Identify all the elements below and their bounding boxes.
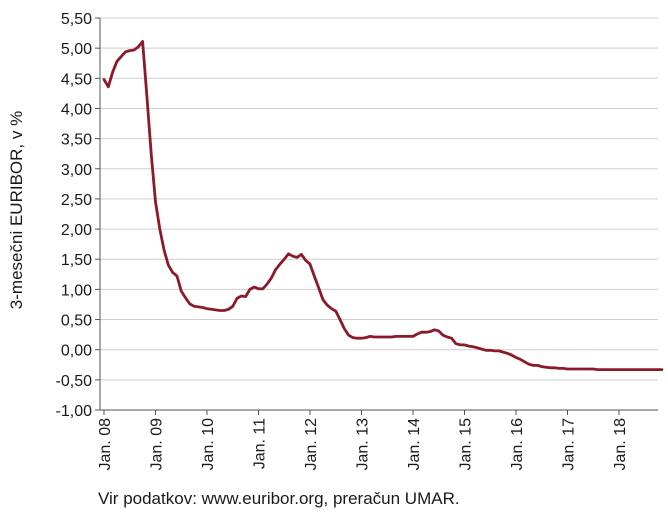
x-tick-labels: Jan. 08 Jan. 09 Jan. 10 Jan. 11 Jan. 12 Jan. … [97, 418, 629, 471]
y-tick-label: 3,50 [61, 132, 92, 149]
x-tick-label: Jan. 14 [406, 418, 423, 471]
y-tick-label: -0,50 [56, 373, 93, 390]
x-tick-label: Jan. 16 [509, 418, 526, 471]
source-note: Vir podatkov: www.euribor.org, preračun … [98, 489, 460, 508]
x-tick-label: Jan. 11 [252, 418, 269, 469]
x-tick-label: Jan. 13 [355, 418, 372, 471]
axes [95, 17, 658, 415]
x-tick-label: Jan. 09 [149, 418, 166, 471]
y-tick-label: 0,50 [61, 313, 92, 330]
x-tick-label: Jan. 08 [97, 418, 114, 471]
euribor-series-line [102, 40, 664, 372]
x-tick-label: Jan. 18 [612, 418, 629, 471]
y-tick-labels: -1,00 -0,50 0,00 0,50 1,00 1,50 2,00 2,50 3,00 3,… [56, 11, 93, 420]
series-layer [102, 40, 664, 372]
x-tick-label: Jan. 10 [200, 418, 217, 471]
y-tick-label: 2,00 [61, 222, 92, 239]
y-tick-label: 5,00 [61, 41, 92, 58]
y-tick-label: 4,00 [61, 101, 92, 118]
y-tick-label: 5,50 [61, 11, 92, 28]
y-axis-label: 3-mesečni EURIBOR, v % [7, 111, 26, 309]
y-tick-label: -1,00 [56, 403, 93, 420]
y-tick-label: 0,00 [61, 343, 92, 360]
y-tick-label: 2,50 [61, 192, 92, 209]
x-tick-label: Jan. 15 [458, 418, 475, 471]
y-tick-label: 1,00 [61, 282, 92, 299]
grid-lines [100, 17, 658, 381]
y-tick-label: 3,00 [61, 162, 92, 179]
x-tick-label: Jan. 12 [303, 418, 320, 471]
x-tick-label: Jan. 17 [561, 418, 578, 471]
y-tick-label: 1,50 [61, 252, 92, 269]
y-tick-label: 4,50 [61, 71, 92, 88]
